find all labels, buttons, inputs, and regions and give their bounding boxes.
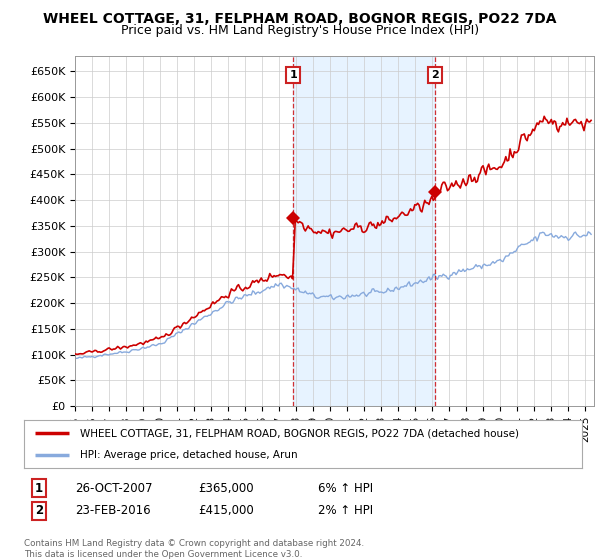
- Bar: [293, 56, 435, 406]
- Text: 26-OCT-2007: 26-OCT-2007: [75, 482, 152, 495]
- Text: 1: 1: [289, 70, 297, 80]
- Text: 6% ↑ HPI: 6% ↑ HPI: [318, 482, 373, 495]
- Text: £365,000: £365,000: [198, 482, 254, 495]
- Text: 2: 2: [35, 504, 43, 517]
- Text: WHEEL COTTAGE, 31, FELPHAM ROAD, BOGNOR REGIS, PO22 7DA: WHEEL COTTAGE, 31, FELPHAM ROAD, BOGNOR …: [43, 12, 557, 26]
- Text: 1: 1: [35, 482, 43, 495]
- Text: 23-FEB-2016: 23-FEB-2016: [75, 504, 151, 517]
- Text: Contains HM Land Registry data © Crown copyright and database right 2024.
This d: Contains HM Land Registry data © Crown c…: [24, 539, 364, 559]
- Text: HPI: Average price, detached house, Arun: HPI: Average price, detached house, Arun: [80, 450, 298, 460]
- Text: £415,000: £415,000: [198, 504, 254, 517]
- Text: 2: 2: [431, 70, 439, 80]
- Text: 2% ↑ HPI: 2% ↑ HPI: [318, 504, 373, 517]
- Text: Price paid vs. HM Land Registry's House Price Index (HPI): Price paid vs. HM Land Registry's House …: [121, 24, 479, 36]
- Text: WHEEL COTTAGE, 31, FELPHAM ROAD, BOGNOR REGIS, PO22 7DA (detached house): WHEEL COTTAGE, 31, FELPHAM ROAD, BOGNOR …: [80, 428, 519, 438]
